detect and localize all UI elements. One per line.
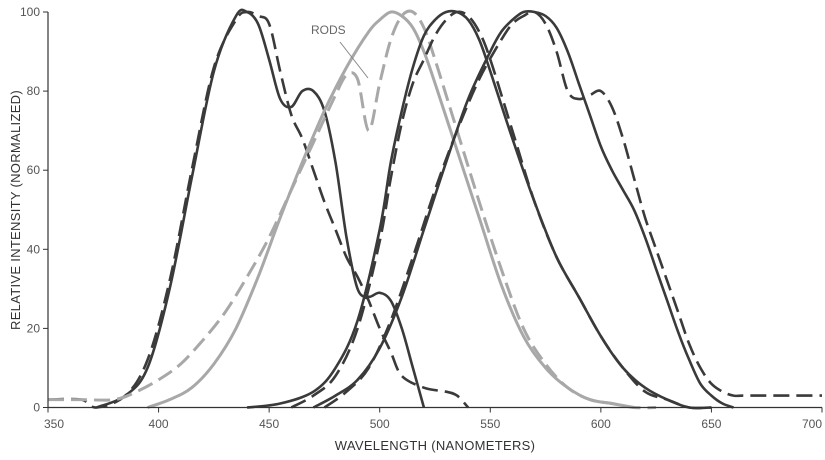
y-tick-label: 0: [33, 401, 40, 415]
y-tick-label: 40: [27, 242, 41, 256]
series-line-5: [246, 9, 712, 410]
series-line-2: [47, 10, 470, 409]
x-tick-label: 650: [701, 417, 721, 431]
x-tick-label: 700: [802, 417, 822, 431]
curves-layer: [47, 8, 822, 410]
rods-annotation-pointer: [339, 41, 369, 79]
rods-annotation: RODS: [311, 23, 346, 37]
x-axis-title: WAVELENGTH (NANOMETERS): [335, 438, 535, 453]
x-tick-label: 550: [480, 417, 500, 431]
series-line-4: [48, 9, 657, 410]
series-line-1: [96, 8, 426, 409]
y-axis-title: RELATIVE INTENSITY (NORMALIZED): [8, 90, 23, 330]
series-line-6: [290, 10, 712, 410]
series-line-7: [312, 9, 734, 409]
tick-layer: 350 400 450 500 550 600 650 700 0 20 40 60 80 100: [20, 5, 823, 431]
y-tick-label: 60: [27, 163, 41, 177]
series-line-8: [323, 10, 822, 409]
series-line-3: [147, 10, 635, 409]
x-tick-label: 400: [149, 417, 169, 431]
x-tick-label: 450: [259, 417, 279, 431]
x-tick-label: 600: [591, 417, 611, 431]
y-tick-label: 20: [27, 321, 41, 335]
y-tick-label: 80: [27, 84, 41, 98]
y-tick-label: 100: [20, 5, 40, 19]
x-tick-label: 350: [44, 417, 64, 431]
x-tick-label: 500: [370, 417, 390, 431]
